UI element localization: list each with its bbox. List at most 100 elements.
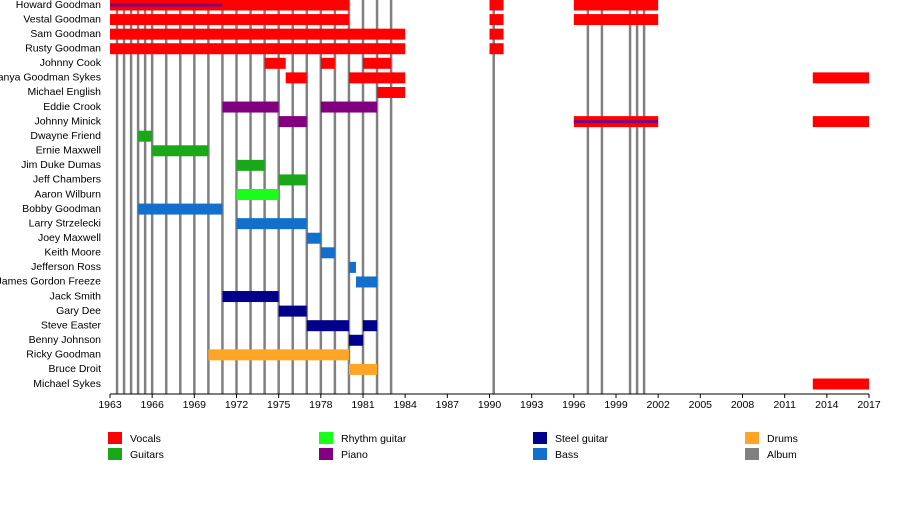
- member-bar: [152, 145, 209, 157]
- x-tick-label: 1984: [393, 399, 417, 411]
- member-bar: [222, 291, 279, 303]
- member-label: Vestal Goodman: [23, 13, 101, 25]
- x-tick-label: 1963: [98, 399, 122, 411]
- member-bar: [278, 305, 307, 317]
- member-bar: [285, 72, 307, 84]
- member-bar: [812, 378, 869, 390]
- x-tick-label: 1993: [520, 399, 544, 411]
- member-bar: [489, 14, 504, 26]
- member-label: Joey Maxwell: [38, 232, 101, 244]
- member-bar: [306, 320, 349, 332]
- member-label: Jack Smith: [50, 290, 102, 302]
- member-bar: [355, 276, 378, 288]
- legend-label: Bass: [555, 449, 578, 461]
- legend-label: Piano: [341, 449, 368, 461]
- legend-label: Guitars: [130, 449, 164, 461]
- member-label: Ricky Goodman: [26, 349, 101, 361]
- member-bar: [812, 116, 869, 128]
- legend-swatch: [108, 448, 122, 460]
- x-tick-label: 2011: [773, 399, 796, 411]
- member-label: Ernie Maxwell: [36, 145, 101, 157]
- member-bar: [236, 218, 307, 230]
- legend-swatch: [319, 448, 333, 460]
- legend-label: Rhythm guitar: [341, 433, 407, 445]
- member-bar: [320, 57, 335, 69]
- member-bar: [306, 232, 321, 244]
- legend-swatch: [745, 432, 759, 444]
- member-label: Gary Dee: [56, 305, 101, 317]
- member-bar: [138, 203, 223, 215]
- member-bar: [573, 0, 659, 11]
- x-tick-label: 1996: [562, 399, 586, 411]
- x-tick-label: 1981: [351, 399, 375, 411]
- x-tick-label: 2005: [689, 399, 713, 411]
- member-bar: [278, 174, 307, 186]
- member-label: Tanya Goodman Sykes: [0, 72, 101, 84]
- member-label: Michael Sykes: [33, 378, 101, 390]
- member-label: Eddie Crook: [43, 101, 102, 113]
- member-label: Michael English: [27, 86, 101, 98]
- member-label: Johnny Minick: [34, 115, 101, 127]
- x-tick-label: 1978: [309, 399, 333, 411]
- member-label: Sam Goodman: [30, 28, 101, 40]
- member-label: Bruce Droit: [48, 363, 101, 375]
- member-label: Howard Goodman: [16, 0, 101, 11]
- legend-label: Steel guitar: [555, 433, 609, 445]
- x-tick-label: 2014: [815, 399, 839, 411]
- member-bar: [348, 334, 363, 346]
- member-label: James Gordon Freeze: [0, 276, 101, 288]
- member-label: Larry Strzelecki: [29, 217, 101, 229]
- member-label: Bobby Goodman: [22, 203, 101, 215]
- member-bar: [138, 130, 153, 142]
- x-tick-label: 2002: [646, 399, 670, 411]
- member-bar: [236, 159, 265, 171]
- member-bar: [110, 0, 349, 11]
- member-bar: [222, 101, 279, 113]
- member-bar: [363, 57, 392, 69]
- member-label: Jeff Chambers: [33, 174, 101, 186]
- member-bar: [489, 28, 504, 40]
- legend-label: Drums: [767, 433, 798, 445]
- x-tick-label: 1990: [478, 399, 502, 411]
- legend-swatch: [745, 448, 759, 460]
- member-bar: [320, 101, 378, 113]
- member-bar: [208, 349, 349, 361]
- member-bar: [348, 363, 378, 375]
- member-bar: [110, 3, 223, 7]
- x-tick-label: 2017: [857, 399, 881, 411]
- legend-label: Album: [767, 449, 797, 461]
- member-label: Steve Easter: [41, 319, 102, 331]
- member-bar: [110, 28, 406, 40]
- x-tick-label: 1999: [604, 399, 628, 411]
- member-label: Keith Moore: [44, 247, 101, 259]
- member-label: Aaron Wilburn: [34, 188, 101, 200]
- x-tick-label: 1987: [436, 399, 460, 411]
- member-label: Dwayne Friend: [30, 130, 101, 142]
- member-bar: [348, 72, 406, 84]
- member-label: Jefferson Ross: [31, 261, 101, 273]
- legend-label: Vocals: [130, 433, 161, 445]
- x-tick-label: 1969: [183, 399, 207, 411]
- member-label: Johnny Cook: [40, 57, 102, 69]
- member-bar: [110, 14, 349, 26]
- member-label: Benny Johnson: [29, 334, 102, 346]
- x-tick-label: 1966: [140, 399, 164, 411]
- x-tick-label: 2008: [731, 399, 755, 411]
- member-label: Rusty Goodman: [25, 43, 101, 55]
- member-bar: [363, 320, 378, 332]
- member-bar: [573, 120, 659, 124]
- member-bar: [489, 43, 504, 55]
- member-bar: [812, 72, 869, 84]
- x-tick-label: 1975: [267, 399, 291, 411]
- member-bar: [264, 57, 286, 69]
- member-bar: [320, 247, 335, 259]
- member-bar: [489, 0, 504, 11]
- member-bar: [278, 116, 307, 128]
- x-tick-label: 1972: [225, 399, 249, 411]
- legend-swatch: [533, 432, 547, 444]
- legend-swatch: [319, 432, 333, 444]
- member-bar: [348, 261, 356, 273]
- member-label: Jim Duke Dumas: [21, 159, 101, 171]
- legend-swatch: [108, 432, 122, 444]
